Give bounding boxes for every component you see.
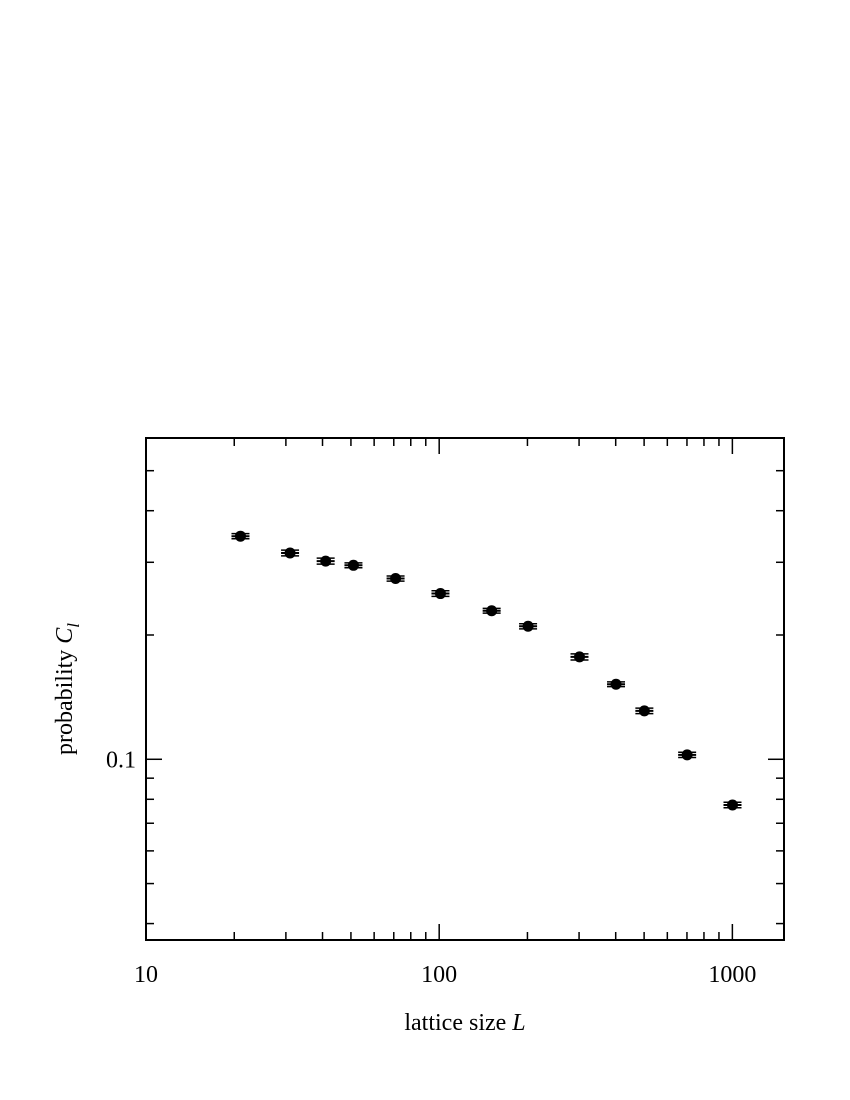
x-tick-label: 100 [421,962,457,988]
point-marker [610,678,622,690]
point-marker [347,559,359,571]
data-point [386,573,405,585]
y-tick-label: 0.1 [106,747,136,773]
x-axis-label: lattice size L [404,1010,525,1036]
point-marker [284,547,296,559]
plot-frame [145,437,785,941]
point-marker [638,705,650,717]
point-marker [681,749,693,761]
data-point [519,620,538,632]
point-marker [726,799,738,811]
data-point [482,605,501,617]
axis-ticks [145,438,784,940]
point-marker [320,555,332,567]
data-point [570,651,589,663]
y-axis-label-subscript: l [64,623,83,628]
data-point [678,749,697,761]
y-axis-label: probability Cl [52,623,83,755]
data-points [231,530,742,811]
data-point [281,547,300,559]
y-axis-label-text: probability [52,650,78,755]
y-axis-label-variable: C [52,627,78,644]
point-marker [522,620,534,632]
data-point [431,588,450,600]
point-marker [434,588,446,600]
x-tick-label: 1000 [708,962,756,988]
data-point [635,705,654,717]
x-axis-label-variable: L [511,1010,525,1036]
data-point [723,799,742,811]
data-point [344,559,363,571]
point-marker [390,573,402,585]
point-marker [573,651,585,663]
data-point [231,530,250,542]
point-marker [486,605,498,617]
x-tick-label: 10 [134,962,158,988]
tick-labels: 10 100 1000 0.1 [106,747,756,988]
x-axis-label-text: lattice size [404,1010,506,1036]
point-marker [234,530,246,542]
data-point [607,678,626,690]
data-point [316,555,335,567]
